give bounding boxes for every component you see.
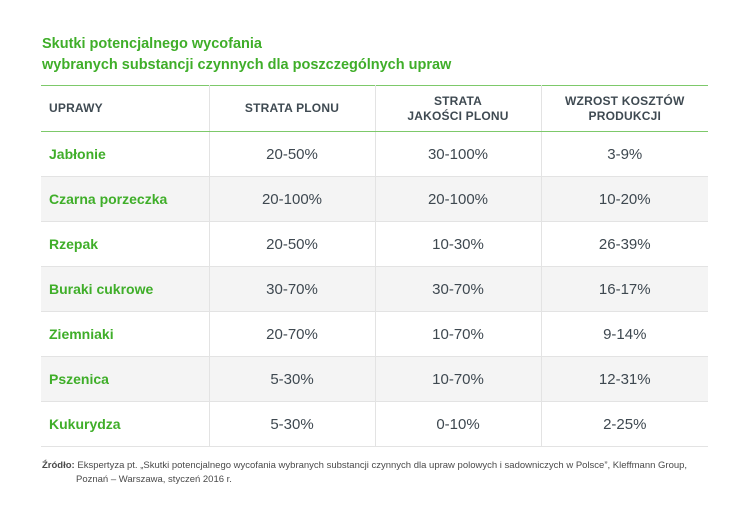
- table-row: Czarna porzeczka 20-100% 20-100% 10-20%: [41, 176, 708, 222]
- cost-increase-cell: 12-31%: [540, 356, 708, 402]
- quality-loss-cell: 20-100%: [374, 176, 542, 222]
- header-cost-increase: WZROST KOSZTÓW PRODUKCJI: [540, 85, 708, 132]
- source-text-line-1: Ekspertyza pt. „Skutki potencjalnego wyc…: [77, 460, 688, 471]
- source-text-line-2: Poznań – Warszawa, styczeń 2016 r.: [76, 474, 232, 485]
- quality-loss-cell: 30-70%: [374, 266, 542, 312]
- cost-increase-cell: 16-17%: [540, 266, 708, 312]
- title-line-2: wybranych substancji czynnych dla poszcz…: [42, 57, 452, 73]
- cost-increase-cell: 9-14%: [540, 311, 708, 357]
- table-row: Ziemniaki 20-70% 10-70% 9-14%: [41, 311, 708, 357]
- quality-loss-cell: 10-70%: [374, 311, 542, 357]
- table-row: Jabłonie 20-50% 30-100% 3-9%: [41, 131, 708, 177]
- table-row: Rzepak 20-50% 10-30% 26-39%: [41, 221, 708, 267]
- crop-name: Ziemniaki: [41, 311, 210, 357]
- crop-name: Kukurydza: [41, 401, 210, 447]
- header-quality-loss-line-2: JAKOŚCI PLONU: [407, 108, 509, 123]
- crop-name: Pszenica: [41, 356, 210, 402]
- yield-loss-cell: 5-30%: [208, 356, 376, 402]
- table-row: Buraki cukrowe 30-70% 30-70% 16-17%: [41, 266, 708, 312]
- yield-loss-cell: 20-50%: [208, 221, 376, 267]
- header-quality-loss-line-1: STRATA: [433, 93, 483, 108]
- cost-increase-cell: 10-20%: [540, 176, 708, 222]
- quality-loss-cell: 10-30%: [374, 221, 542, 267]
- source-note: Źródło: Ekspertyza pt. „Skutki potencjal…: [42, 459, 702, 487]
- crop-name: Czarna porzeczka: [41, 176, 210, 222]
- table-header-row: UPRAWY STRATA PLONU STRATA JAKOŚCI PLONU…: [41, 85, 708, 132]
- cost-increase-cell: 3-9%: [540, 131, 708, 177]
- yield-loss-cell: 30-70%: [208, 266, 376, 312]
- page-title: Skutki potencjalnego wycofania wybranych…: [42, 34, 451, 76]
- quality-loss-cell: 10-70%: [374, 356, 542, 402]
- yield-loss-cell: 20-50%: [208, 131, 376, 177]
- quality-loss-cell: 30-100%: [374, 131, 542, 177]
- impact-table: UPRAWY STRATA PLONU STRATA JAKOŚCI PLONU…: [41, 85, 708, 447]
- table-row: Kukurydza 5-30% 0-10% 2-25%: [41, 401, 708, 447]
- yield-loss-cell: 5-30%: [208, 401, 376, 447]
- header-cost-increase-line-2: PRODUKCJI: [588, 108, 661, 123]
- crop-name: Rzepak: [41, 221, 210, 267]
- yield-loss-cell: 20-100%: [208, 176, 376, 222]
- crop-name: Jabłonie: [41, 131, 210, 177]
- header-crop: UPRAWY: [41, 85, 210, 132]
- table-row: Pszenica 5-30% 10-70% 12-31%: [41, 356, 708, 402]
- header-cost-increase-line-1: WZROST KOSZTÓW: [565, 93, 685, 108]
- cost-increase-cell: 2-25%: [540, 401, 708, 447]
- quality-loss-cell: 0-10%: [374, 401, 542, 447]
- crop-name: Buraki cukrowe: [41, 266, 210, 312]
- source-label: Źródło:: [42, 460, 75, 471]
- title-line-1: Skutki potencjalnego wycofania: [42, 36, 262, 52]
- yield-loss-cell: 20-70%: [208, 311, 376, 357]
- header-yield-loss: STRATA PLONU: [208, 85, 376, 132]
- cost-increase-cell: 26-39%: [540, 221, 708, 267]
- header-quality-loss: STRATA JAKOŚCI PLONU: [374, 85, 542, 132]
